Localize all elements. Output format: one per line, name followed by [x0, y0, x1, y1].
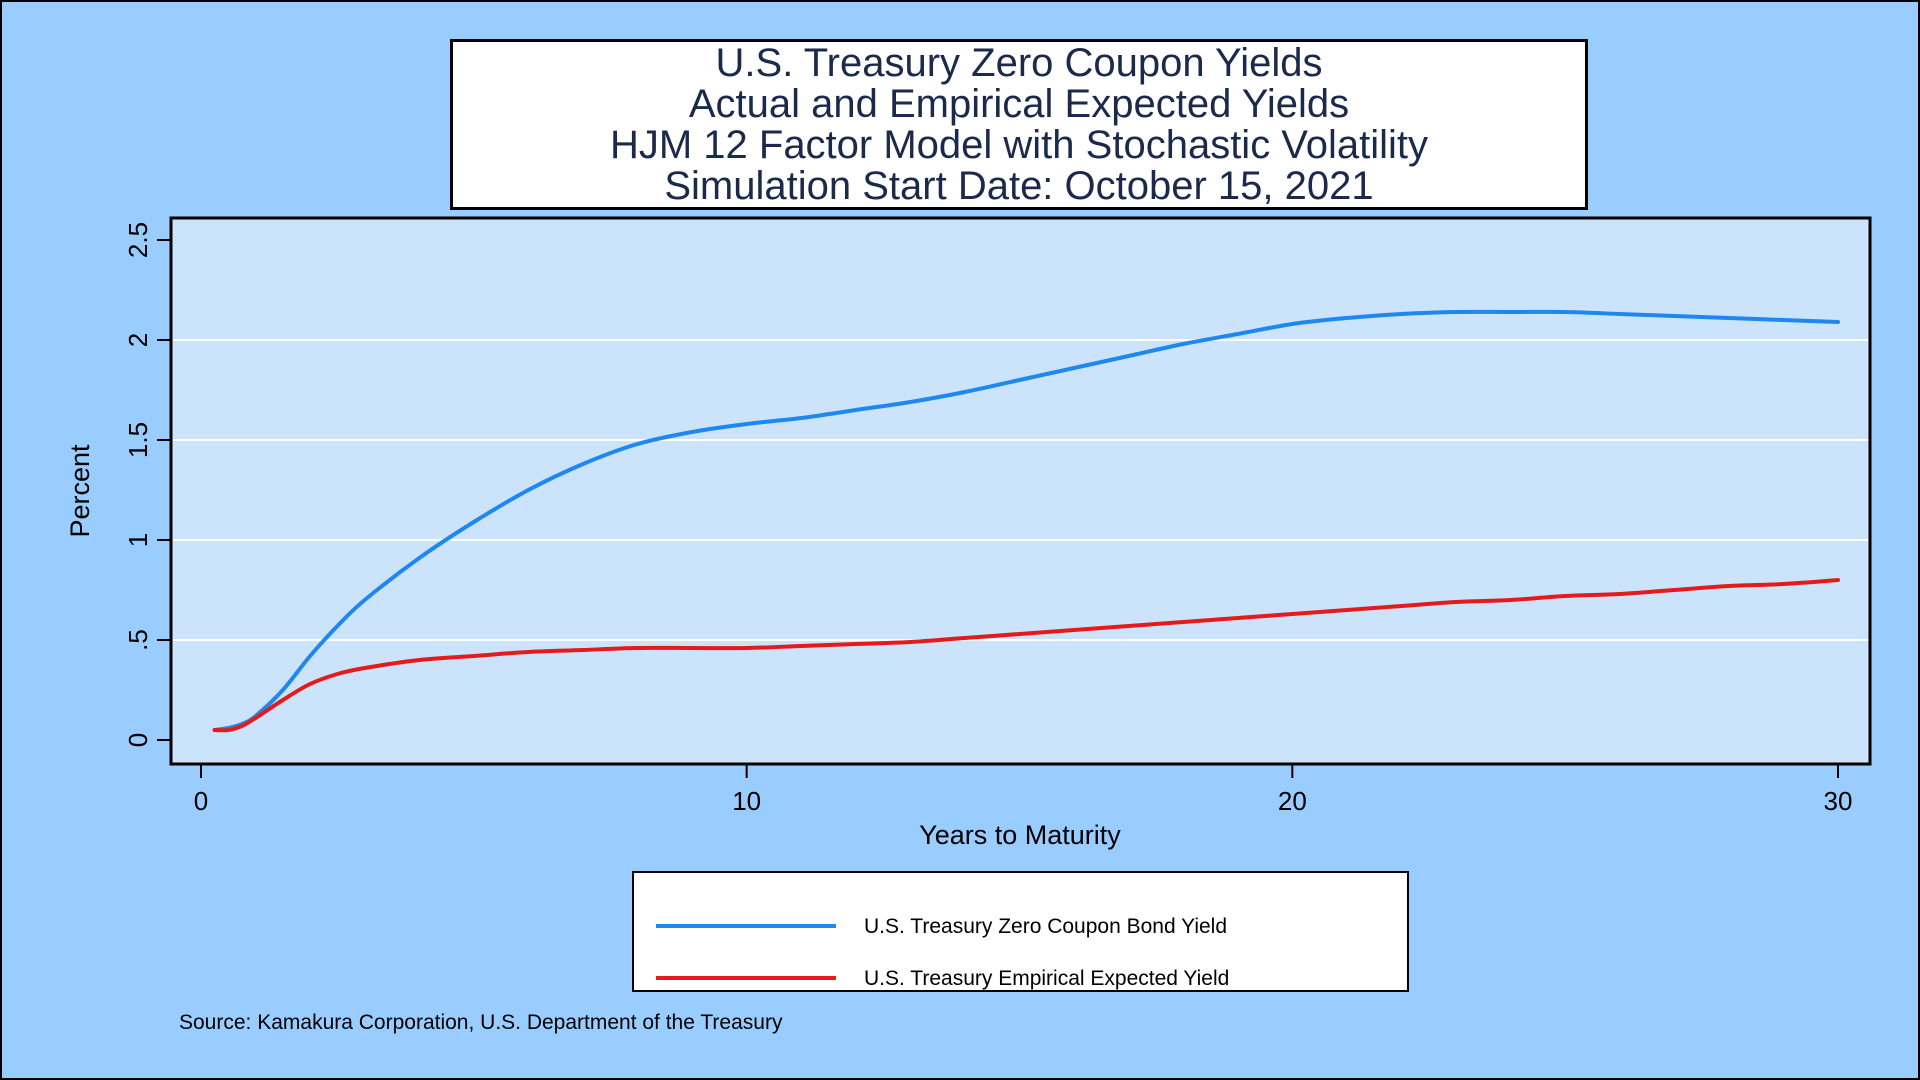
legend-item-zero-coupon: U.S. Treasury Zero Coupon Bond Yield	[634, 911, 1407, 941]
chart-title: U.S. Treasury Zero Coupon Yields	[715, 40, 1323, 85]
y-tick-label-3: 1.5	[123, 422, 153, 458]
chart-subtitle-2: HJM 12 Factor Model with Stochastic Vola…	[609, 122, 1429, 167]
series-lines	[212, 309, 1840, 733]
legend-swatch-expected	[656, 976, 836, 980]
y-tick-label-2: 1	[123, 533, 153, 547]
x-tick-label-1: 10	[732, 786, 761, 816]
y-tick-label-4: 2	[123, 333, 153, 347]
y-tick-label-5: 2.5	[123, 222, 153, 258]
y-tick-label-1: .5	[123, 629, 153, 651]
legend: U.S. Treasury Zero Coupon Bond Yield U.S…	[632, 871, 1409, 992]
gridlines	[173, 339, 1868, 641]
chart-title-box: U.S. Treasury Zero Coupon Yields Actual …	[450, 39, 1588, 210]
y-axis-label: Percent	[65, 444, 95, 538]
plot-area	[169, 216, 1872, 766]
legend-label-zero-coupon: U.S. Treasury Zero Coupon Bond Yield	[864, 915, 1228, 938]
series-line-expected-yield	[212, 578, 1840, 733]
legend-item-expected: U.S. Treasury Empirical Expected Yield	[634, 963, 1407, 993]
y-axis: 0 .5 1 1.5 2 2.5	[123, 222, 171, 747]
chart-subtitle-1: Actual and Empirical Expected Yields	[688, 81, 1350, 126]
x-tick-label-0: 0	[194, 786, 208, 816]
x-axis-label: Years to Maturity	[919, 820, 1121, 850]
y-tick-label-0: 0	[123, 733, 153, 747]
series-line-zero-coupon-yield	[212, 309, 1840, 732]
legend-swatch-zero-coupon	[656, 924, 836, 928]
x-axis: 0 10 20 30	[194, 764, 1853, 816]
x-tick-label-2: 20	[1278, 786, 1307, 816]
x-tick-label-3: 30	[1824, 786, 1853, 816]
source-note: Source: Kamakura Corporation, U.S. Depar…	[179, 1011, 783, 1034]
legend-label-expected: U.S. Treasury Empirical Expected Yield	[864, 967, 1230, 990]
chart-subtitle-3: Simulation Start Date: October 15, 2021	[664, 163, 1374, 208]
